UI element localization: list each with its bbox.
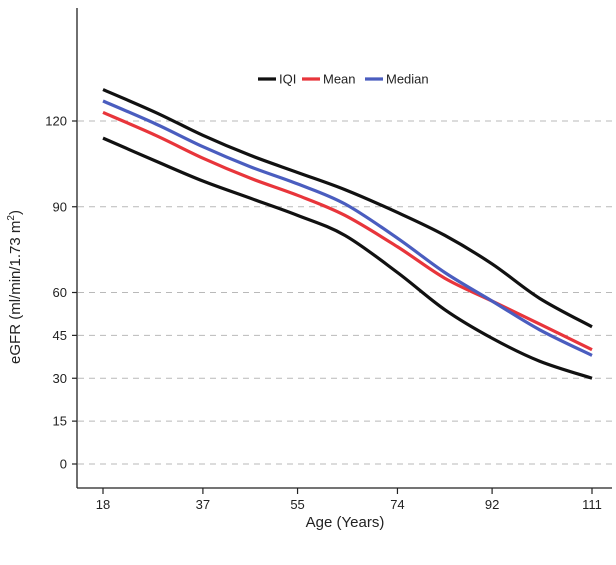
axes [76,8,612,489]
x-axis-title: Age (Years) [306,514,385,531]
series-lines [102,88,593,380]
legend-mean-label: Mean [323,72,356,87]
x-tick-label-74: 74 [390,497,404,512]
y-tick-label-120: 120 [45,114,67,129]
y-tick-label-60: 60 [53,285,67,300]
y-tick-label-0: 0 [60,457,67,472]
legend: IQI Mean Median [258,72,429,87]
x-tick-label-55: 55 [290,497,304,512]
y-tick-label-30: 30 [53,371,67,386]
tick-marks: 0 15 30 45 60 90 120 18 37 55 74 92 111 [45,114,602,513]
legend-iqi-label: IQI [279,72,296,87]
x-tick-label-111: 111 [582,497,602,512]
y-axis-title: eGFR (ml/min/1.73 m2) [6,210,24,364]
series-line-iqi-lower [102,136,593,380]
x-tick-label-92: 92 [485,497,499,512]
series-line-median [102,99,593,357]
series-line-mean [102,110,593,352]
x-tick-label-37: 37 [196,497,210,512]
grid-lines [78,120,612,465]
x-tick-label-18: 18 [96,497,110,512]
y-tick-label-45: 45 [53,328,67,343]
y-tick-label-15: 15 [53,414,67,429]
y-tick-label-90: 90 [53,199,67,214]
legend-median-label: Median [386,72,429,87]
series-line-iqi-upper [102,88,593,329]
